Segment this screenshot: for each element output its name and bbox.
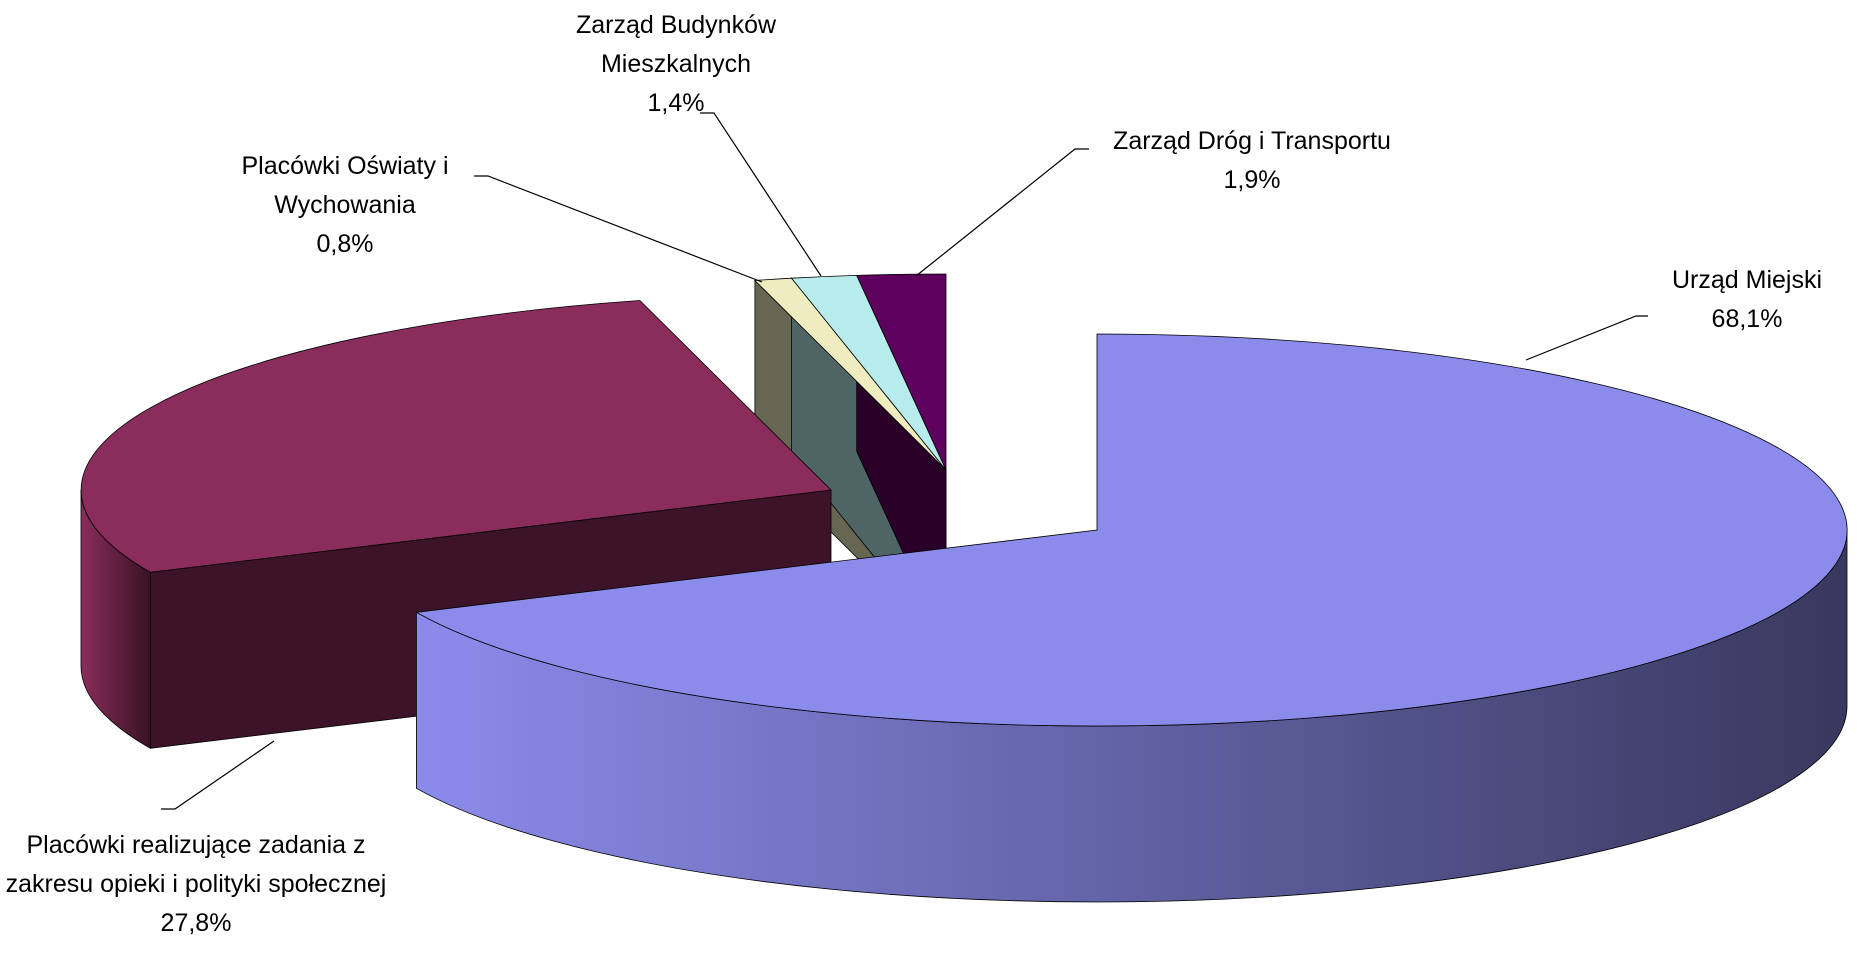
slice xyxy=(80,300,832,573)
category-label: Zarząd Dróg i Transportu xyxy=(1113,127,1391,155)
slice-label: Zarząd Dróg i Transportu 1,9% xyxy=(1062,122,1442,200)
slice-label: Placówki realizujące zadania z zakresu o… xyxy=(1,826,391,943)
slice xyxy=(415,333,1848,727)
value-label: 68,1% xyxy=(1711,305,1783,333)
value-label: 1,9% xyxy=(1223,166,1281,194)
leader-line xyxy=(700,112,822,277)
value-label: 27,8% xyxy=(160,909,232,937)
category-label: Urząd Miejski xyxy=(1671,266,1823,294)
leader-line xyxy=(1525,315,1648,361)
value-label: 0,8% xyxy=(316,230,374,258)
slice xyxy=(856,273,947,471)
leader-line xyxy=(474,175,763,283)
leader-lines xyxy=(161,112,1648,810)
slice-label: Placówki Oświaty i Wychowania 0,8% xyxy=(220,147,470,264)
slice-label: Zarząd Budynków Mieszkalnych 1,4% xyxy=(556,6,796,123)
slices xyxy=(80,273,1848,903)
leader-line xyxy=(161,740,275,810)
slice-label: Urząd Miejski 68,1% xyxy=(1647,261,1847,339)
leader-line xyxy=(915,148,1089,277)
category-label: Placówki Oświaty i Wychowania xyxy=(241,152,449,219)
category-label: Placówki realizujące zadania z zakresu o… xyxy=(5,831,387,898)
value-label: 1,4% xyxy=(647,89,705,117)
category-label: Zarząd Budynków Mieszkalnych xyxy=(575,11,777,78)
